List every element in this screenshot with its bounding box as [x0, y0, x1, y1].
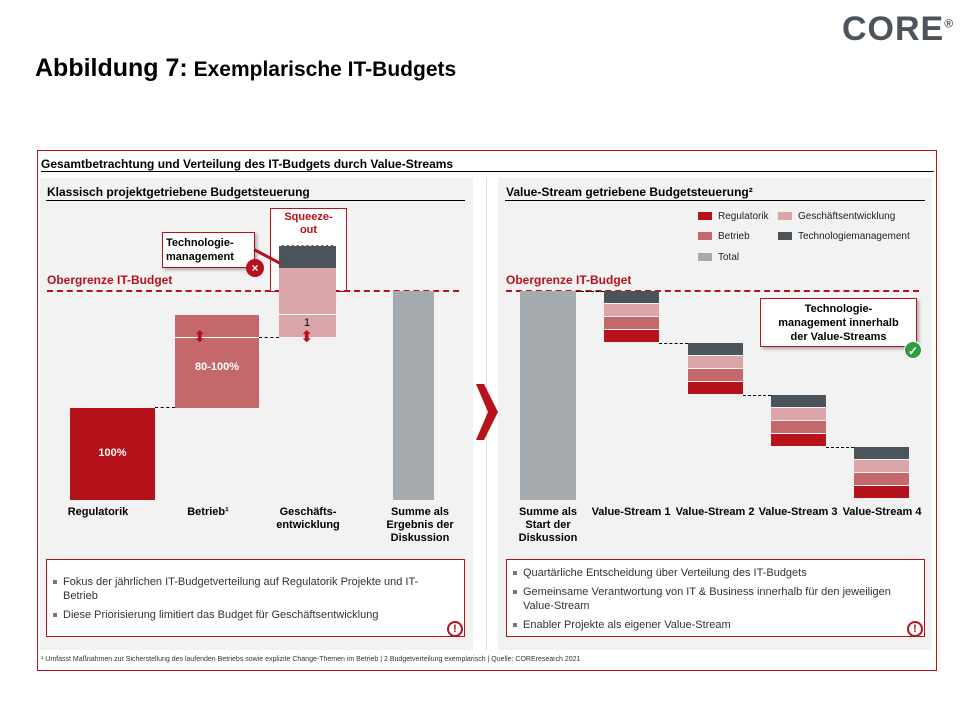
- vs2-segment-technologie: [688, 343, 743, 355]
- right-note-box: [506, 559, 925, 637]
- bullet: Enabler Projekte als eigener Value-Strea…: [513, 618, 903, 632]
- bullet: Diese Priorisierung limitiert das Budget…: [53, 608, 453, 622]
- category-label: Value-Stream 2: [675, 506, 755, 518]
- footnote: ¹ Umfasst Maßnahmen zur Sicherstellung d…: [41, 656, 581, 663]
- bar-geschaeft: [279, 268, 336, 337]
- category-label: Geschäfts-entwicklung: [276, 506, 340, 531]
- right-subtitle: Value-Stream getriebene Budgetsteuerung²: [506, 185, 753, 199]
- legend-total: Total: [698, 252, 739, 263]
- callout-text: Technologie-management: [166, 237, 234, 263]
- left-subtitle-rule: [46, 200, 465, 201]
- bullet: Quartärliche Entscheidung über Verteilun…: [513, 566, 903, 580]
- vs2-segment-betrieb: [688, 369, 743, 381]
- vs4-segment-geschaeft: [854, 460, 909, 472]
- reg-value: 100%: [98, 447, 127, 459]
- vs4-segment-technologie: [854, 447, 909, 459]
- vs2-segment-geschaeft: [688, 356, 743, 368]
- bullet: Fokus der jährlichen IT-Budgetverteilung…: [53, 575, 453, 603]
- category-label: Summe als Start der Diskussion: [518, 506, 578, 544]
- connector: [576, 291, 604, 292]
- left-bullets: Fokus der jährlichen IT-Budgetverteilung…: [53, 575, 453, 627]
- vs3-segment-betrieb: [771, 421, 826, 433]
- range-arrow-icon: ⬍: [193, 329, 207, 346]
- core-logo: CORE®: [842, 10, 955, 48]
- panel-divider: [486, 178, 487, 650]
- bar-total-left: [393, 291, 434, 500]
- category-label: Value-Stream 3: [758, 506, 838, 518]
- vs3-segment-geschaeft: [771, 408, 826, 420]
- bar-regulatorik: [70, 408, 155, 500]
- connector: [743, 395, 771, 396]
- main-frame: [37, 150, 937, 671]
- vs1-segment-regulatorik: [604, 330, 659, 342]
- page-title: Abbildung 7: Exemplarische IT-Budgets: [35, 54, 457, 82]
- frame-title-rule: [41, 171, 934, 172]
- vs1-segment-technologie: [604, 291, 659, 303]
- left-note-box: [46, 559, 465, 637]
- connector: [155, 407, 175, 408]
- chevron-arrow-icon: [476, 384, 498, 440]
- bar-total-right: [520, 291, 576, 500]
- category-label: Regulatorik: [67, 506, 129, 518]
- vs1-segment-geschaeft: [604, 304, 659, 316]
- cross-icon: ×: [246, 259, 264, 277]
- legend-geschaeft: Geschäftsentwicklung: [778, 211, 895, 222]
- betrieb-divider: [175, 337, 259, 338]
- vs2-segment-regulatorik: [688, 382, 743, 394]
- vs4-segment-betrieb: [854, 473, 909, 485]
- legend-technologie: Technologiemanagement: [778, 231, 910, 242]
- vs4-segment-regulatorik: [854, 486, 909, 498]
- geschaeft-divider: [279, 314, 336, 315]
- connector: [826, 447, 854, 448]
- category-label: Value-Stream 1: [591, 506, 671, 518]
- right-limit-label: Obergrenze IT-Budget: [506, 273, 632, 287]
- squeeze-label: Squeeze-out: [284, 211, 333, 236]
- legend-betrieb: Betrieb: [698, 231, 750, 242]
- legend-regulatorik: Regulatorik: [698, 211, 769, 222]
- bullet: Gemeinsame Verantwortung von IT & Busine…: [513, 585, 903, 613]
- warning-icon: !: [907, 621, 923, 637]
- category-label: Betrieb¹: [187, 506, 229, 518]
- bar-betrieb: [175, 315, 259, 408]
- category-label: Value-Stream 4: [842, 506, 922, 518]
- check-icon: ✓: [904, 341, 922, 359]
- vs1-segment-betrieb: [604, 317, 659, 329]
- category-label: Summe als Ergebnis der Diskussion: [386, 506, 454, 544]
- left-subtitle: Klassisch projektgetriebene Budgetsteuer…: [47, 185, 310, 199]
- warning-icon: !: [447, 621, 463, 637]
- vs3-segment-technologie: [771, 395, 826, 407]
- right-bullets: Quartärliche Entscheidung über Verteilun…: [513, 566, 903, 637]
- right-limit-line: [506, 290, 919, 292]
- vs3-segment-regulatorik: [771, 434, 826, 446]
- callout-value-streams: [760, 298, 917, 347]
- left-limit-line: [47, 290, 459, 292]
- left-limit-label: Obergrenze IT-Budget: [47, 273, 173, 287]
- betrieb-value: 80-100%: [194, 361, 240, 373]
- connector: [659, 343, 688, 344]
- bar-technologie: [279, 245, 336, 268]
- callout-text: Technologie-management innerhalb der Val…: [778, 303, 899, 343]
- range-arrow-icon: ⬍: [300, 329, 314, 346]
- connector: [259, 337, 279, 338]
- right-subtitle-rule: [505, 200, 925, 201]
- geschaeft-note: 1: [304, 317, 311, 329]
- frame-title: Gesamtbetrachtung und Verteilung des IT-…: [41, 157, 454, 171]
